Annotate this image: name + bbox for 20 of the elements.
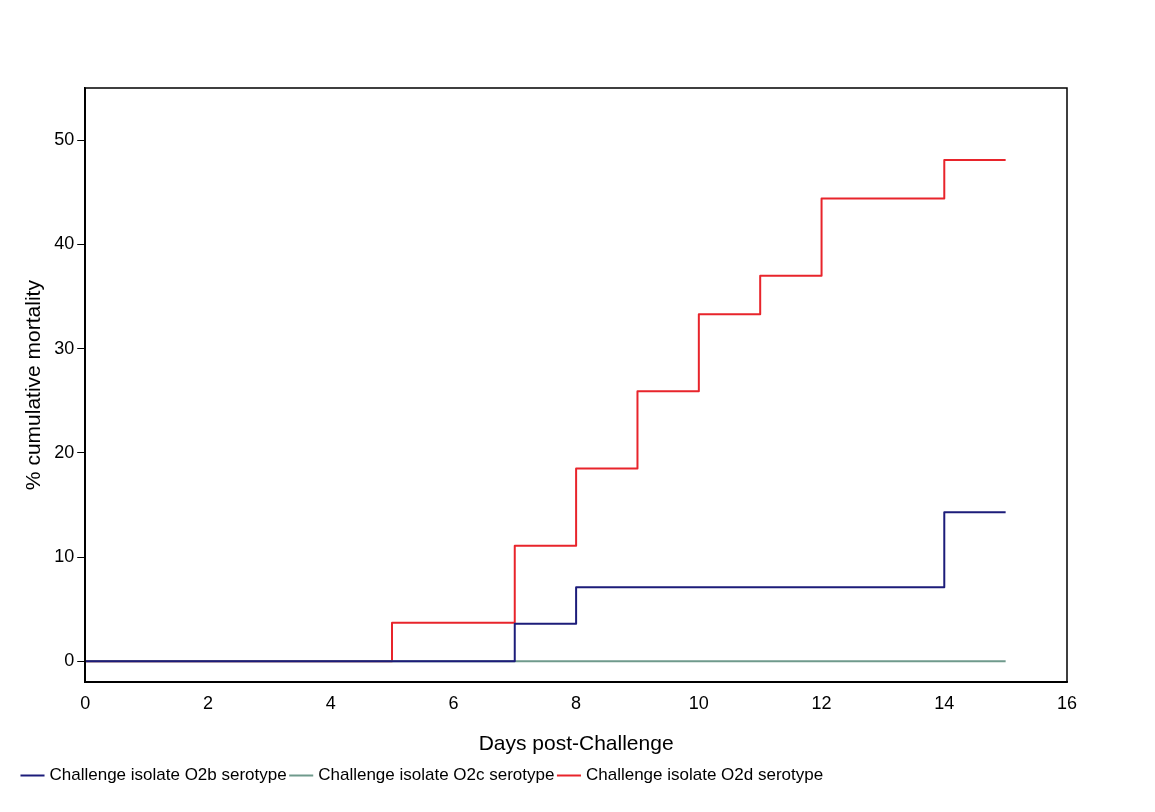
x-tick-label: 0 xyxy=(80,692,91,713)
y-tick-label: 50 xyxy=(54,129,75,150)
y-axis-title: % cumulative mortality xyxy=(21,279,45,491)
y-tick-label: 10 xyxy=(54,546,75,567)
y-tick-label: 30 xyxy=(54,337,75,358)
y-tick-label: 20 xyxy=(54,441,75,462)
x-tick-label: 6 xyxy=(448,692,459,713)
x-tick-label: 8 xyxy=(571,692,582,713)
x-tick-label: 10 xyxy=(688,692,709,713)
x-tick-label: 16 xyxy=(1056,692,1078,713)
y-tick-label: 40 xyxy=(54,233,75,254)
legend-label: Challenge isolate O2b serotype xyxy=(49,765,287,785)
x-tick-label: 14 xyxy=(934,692,955,713)
y-tick-label: 0 xyxy=(64,650,75,671)
x-tick-label: 4 xyxy=(325,692,336,713)
legend-label: Challenge isolate O2d serotype xyxy=(585,765,824,785)
x-tick-label: 12 xyxy=(811,692,832,713)
x-axis-title: Days post-Challenge xyxy=(478,731,674,755)
legend-label: Challenge isolate O2c serotype xyxy=(318,765,555,785)
x-tick-label: 2 xyxy=(202,692,213,713)
